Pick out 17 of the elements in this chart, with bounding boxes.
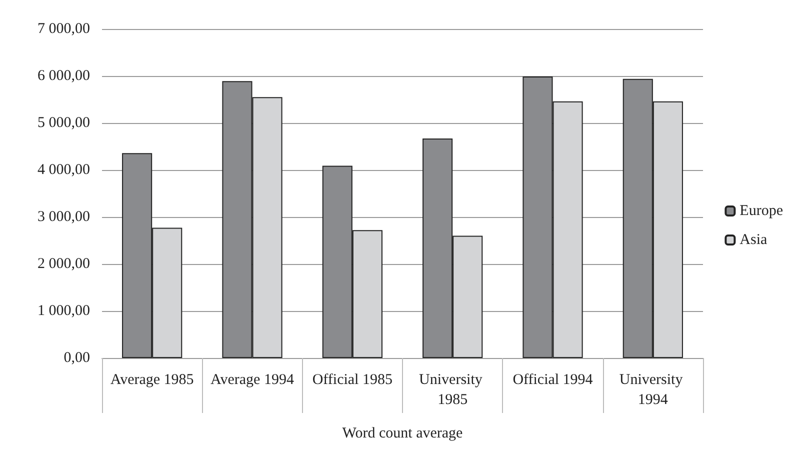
y-tick-label: 6 000,00	[38, 68, 90, 84]
x-tick-label: University 1985	[419, 372, 486, 408]
y-tick-label: 5 000,00	[38, 115, 90, 131]
legend-label: Europe	[740, 203, 784, 219]
y-tick-label: 1 000,00	[38, 303, 90, 319]
x-tick-label: Average 1985	[110, 372, 194, 388]
y-tick-label: 4 000,00	[38, 162, 90, 178]
x-tick-label: Average 1994	[210, 372, 294, 388]
y-tick-label: 3 000,00	[38, 209, 90, 225]
x-tick-label: Official 1985	[312, 372, 392, 388]
y-tick-label: 2 000,00	[38, 256, 90, 272]
x-axis-title: Word count average	[342, 426, 464, 442]
x-tick-label: University 1994	[619, 372, 686, 408]
x-tick-label: Official 1994	[512, 372, 594, 388]
legend-label: Asia	[740, 232, 768, 248]
y-tick-label: 7 000,00	[38, 21, 90, 37]
y-tick-label: 0,00	[64, 350, 90, 366]
